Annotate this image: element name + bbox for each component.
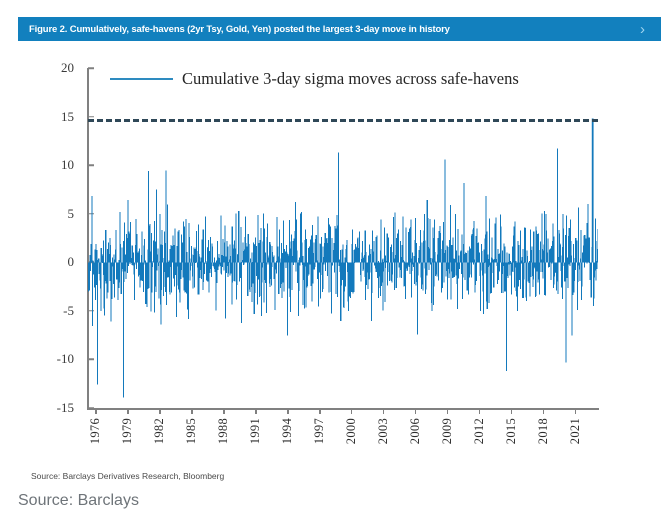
chevron-right-icon[interactable]: › <box>640 20 645 38</box>
x-axis-tick-mark <box>287 408 289 414</box>
y-axis-tick-mark <box>88 212 94 215</box>
legend-line-swatch <box>110 78 173 80</box>
x-axis-tick-mark <box>95 408 97 414</box>
x-axis-tick-label: 2015 <box>503 418 518 445</box>
x-axis-tick-mark <box>542 408 545 414</box>
x-axis-tick-label: 2003 <box>375 418 390 445</box>
y-axis-tick-label: 15 <box>61 108 74 124</box>
x-axis-tick-mark <box>382 408 385 414</box>
x-axis-tick-mark <box>478 408 481 414</box>
chart-card: 20 15 10 5 0 -5 -10 -15 1976 1979 1982 1985 1988 199… <box>0 46 661 486</box>
x-axis-tick-label: 1991 <box>248 418 263 445</box>
x-axis-tick-label: 1979 <box>120 418 135 445</box>
x-axis-tick-label: 2018 <box>535 418 550 445</box>
y-axis-tick-label: -10 <box>56 351 74 367</box>
x-axis-tick-mark <box>223 408 225 414</box>
x-axis-tick-label: 2012 <box>471 418 486 445</box>
y-axis-tick-mark <box>88 67 94 69</box>
y-axis-spine <box>87 68 89 409</box>
x-axis-tick-label: 1994 <box>280 418 295 445</box>
x-axis-tick-mark <box>255 408 257 414</box>
x-axis-tick-label: 1985 <box>184 418 199 445</box>
x-axis-tick-label: 2009 <box>439 418 454 445</box>
y-axis-tick-mark <box>88 407 94 409</box>
y-axis-tick-label: 10 <box>61 157 74 173</box>
x-axis-spine <box>87 408 599 410</box>
x-axis-tick-mark <box>319 408 321 414</box>
y-axis-tick-label: 5 <box>67 205 75 221</box>
x-axis-tick-label: 1997 <box>312 418 327 445</box>
series-impulses <box>88 118 598 398</box>
y-axis-tick-mark <box>88 358 94 361</box>
x-axis-tick-label: 1976 <box>88 418 103 445</box>
figure-header-banner[interactable]: Figure 2. Cumulatively, safe-havens (2yr… <box>18 17 661 41</box>
y-axis-tick-label: 20 <box>61 60 74 75</box>
y-axis-tick-label: -15 <box>56 400 74 415</box>
y-axis-tick-mark <box>88 115 94 118</box>
x-axis-tick-label: 1982 <box>152 418 167 445</box>
x-axis-tick-mark <box>127 408 129 414</box>
x-axis-tick-mark <box>510 408 513 414</box>
series-plot-area <box>88 68 598 408</box>
x-axis-tick-label: 2021 <box>567 418 582 445</box>
x-axis-tick-label: 1988 <box>216 418 231 445</box>
x-axis-tick-mark <box>446 408 449 414</box>
figure-title: Figure 2. Cumulatively, safe-havens (2yr… <box>29 23 450 35</box>
chart-source-note: Source: Barclays Derivatives Research, B… <box>31 471 225 481</box>
x-axis-tick-label: 2000 <box>343 418 358 445</box>
y-axis-tick-label: -5 <box>63 302 74 318</box>
y-axis-tick-label: 0 <box>67 254 75 270</box>
legend-label: Cumulative 3-day sigma moves across safe… <box>182 69 519 88</box>
x-axis-tick-mark <box>350 408 353 414</box>
x-axis-tick-mark <box>414 408 417 414</box>
footer-source-label: Source: Barclays <box>18 492 139 509</box>
y-axis-tick-mark <box>88 310 94 312</box>
x-axis-tick-label: 2006 <box>407 418 422 445</box>
record-threshold-line <box>88 118 598 122</box>
x-axis-tick-mark <box>159 408 161 414</box>
chart-legend: Cumulative 3-day sigma moves across safe… <box>110 69 519 89</box>
x-axis-tick-mark <box>191 408 193 414</box>
x-axis-tick-mark <box>574 408 577 414</box>
y-axis-tick-mark <box>88 164 94 166</box>
